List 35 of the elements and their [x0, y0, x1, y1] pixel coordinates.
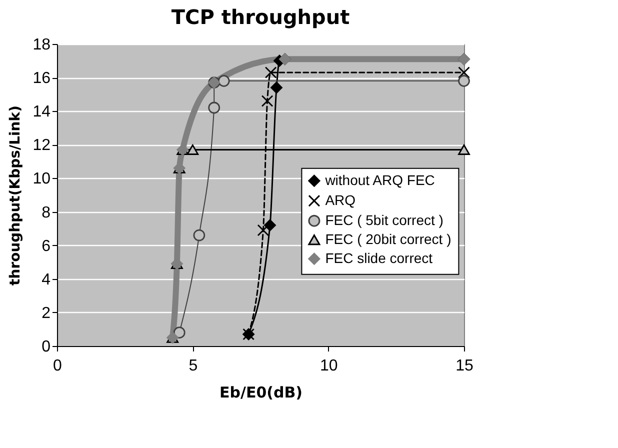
x-axis-title: Eb/E0(dB): [219, 384, 303, 402]
chart-title: TCP throughput: [171, 5, 350, 29]
x-tick-label: 15: [456, 358, 474, 374]
y-axis-title: throughput(Kbps/Link): [8, 106, 24, 286]
point: [264, 219, 276, 232]
point: [458, 144, 470, 155]
point: [458, 74, 470, 87]
point: [257, 224, 270, 236]
point: [261, 95, 274, 107]
point: [458, 66, 470, 78]
point: [270, 82, 282, 94]
point: [186, 144, 199, 155]
legend-label: ARQ: [325, 192, 356, 208]
legend-label: FEC ( 20bit correct ): [325, 230, 452, 247]
x-tick-label: 0: [53, 358, 62, 374]
legend-label: without ARQ FEC: [324, 172, 435, 188]
y-tick-label: 10: [32, 170, 51, 188]
y-tick-label: 6: [42, 238, 51, 255]
point: [173, 326, 186, 339]
legend-label: FEC slide correct: [325, 250, 433, 266]
y-tick-label: 18: [32, 36, 51, 54]
y-tick-label: 12: [32, 137, 51, 154]
y-tick-label: 2: [42, 304, 51, 322]
y-tick-label: 4: [42, 271, 51, 288]
y-tick-label: 8: [42, 204, 51, 222]
point: [208, 102, 220, 114]
point: [264, 66, 277, 78]
y-tick-label: 0: [42, 338, 51, 356]
point: [218, 74, 230, 87]
y-tick-label: 16: [32, 70, 51, 88]
legend-label: FEC ( 5bit correct ): [325, 212, 444, 228]
point: [193, 229, 206, 242]
x-tick-label: 10: [320, 358, 338, 374]
y-tick-label: 14: [32, 104, 51, 121]
x-tick-label: 5: [188, 358, 198, 374]
